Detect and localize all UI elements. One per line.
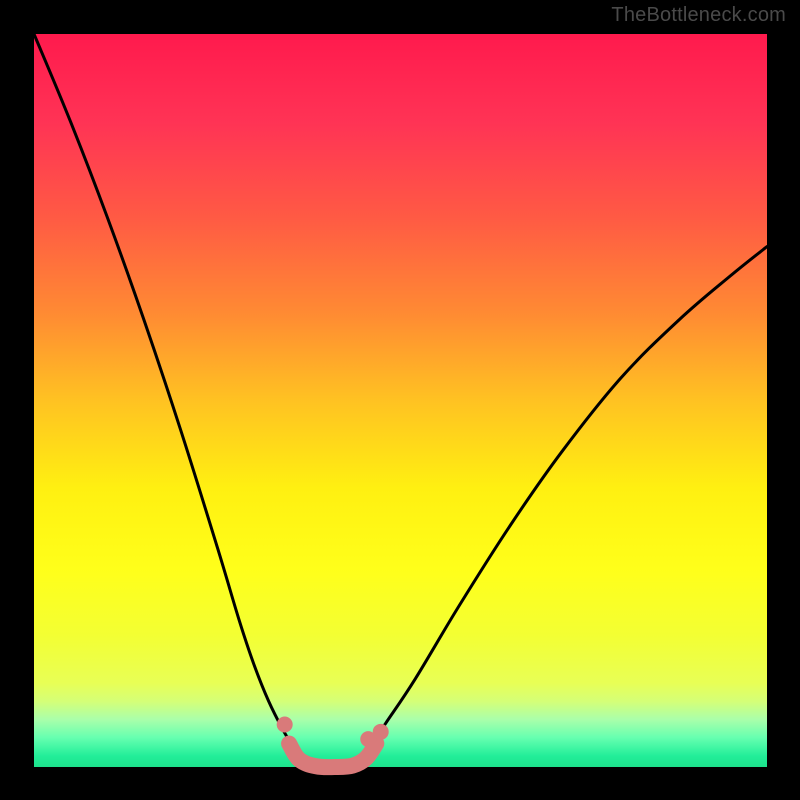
valley-dot (277, 716, 293, 732)
gradient-background (34, 34, 767, 767)
figure-frame: TheBottleneck.com (0, 0, 800, 800)
watermark-text: TheBottleneck.com (611, 4, 786, 27)
valley-dot (373, 724, 389, 740)
plot-area (34, 34, 767, 767)
chart-svg (34, 34, 767, 767)
